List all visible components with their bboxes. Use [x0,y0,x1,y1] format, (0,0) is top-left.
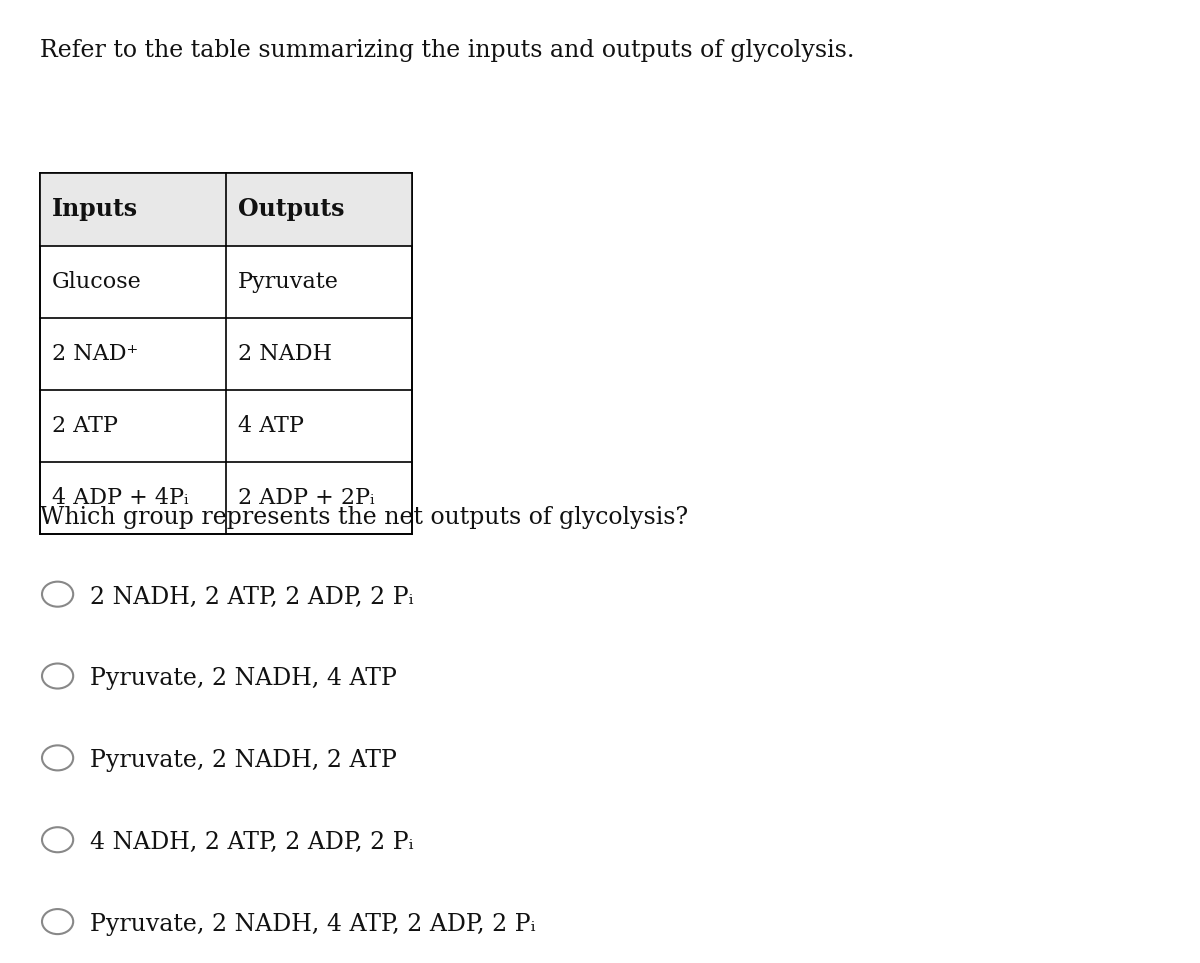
Text: Which group represents the net outputs of glycolysis?: Which group represents the net outputs o… [40,506,688,529]
Text: Pyruvate, 2 NADH, 4 ATP: Pyruvate, 2 NADH, 4 ATP [90,667,397,690]
Text: 4 ATP: 4 ATP [238,415,304,437]
Text: Glucose: Glucose [52,271,142,293]
Text: 4 NADH, 2 ATP, 2 ADP, 2 Pᵢ: 4 NADH, 2 ATP, 2 ADP, 2 Pᵢ [90,831,414,854]
Text: 4 ADP + 4Pᵢ: 4 ADP + 4Pᵢ [52,487,188,509]
Text: Refer to the table summarizing the inputs and outputs of glycolysis.: Refer to the table summarizing the input… [40,39,854,62]
Text: 2 NADH: 2 NADH [238,343,331,365]
Text: Pyruvate, 2 NADH, 4 ATP, 2 ADP, 2 Pᵢ: Pyruvate, 2 NADH, 4 ATP, 2 ADP, 2 Pᵢ [90,913,535,936]
FancyBboxPatch shape [40,173,412,246]
Text: Pyruvate: Pyruvate [238,271,338,293]
Text: 2 ADP + 2Pᵢ: 2 ADP + 2Pᵢ [238,487,374,509]
Text: 2 NADH, 2 ATP, 2 ADP, 2 Pᵢ: 2 NADH, 2 ATP, 2 ADP, 2 Pᵢ [90,586,414,609]
Text: Outputs: Outputs [238,197,344,221]
Text: 2 NAD⁺: 2 NAD⁺ [52,343,138,365]
FancyBboxPatch shape [40,173,412,534]
Text: Inputs: Inputs [52,197,138,221]
Text: Pyruvate, 2 NADH, 2 ATP: Pyruvate, 2 NADH, 2 ATP [90,749,397,772]
Text: 2 ATP: 2 ATP [52,415,118,437]
